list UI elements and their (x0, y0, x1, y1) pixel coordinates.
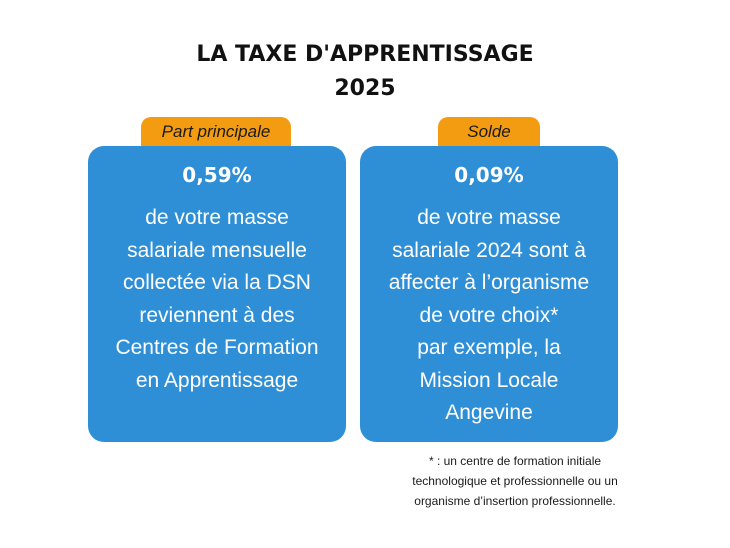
title-line-1: LA TAXE D'APPRENTISSAGE (196, 42, 534, 67)
title-line-2: 2025 (334, 76, 396, 101)
tab-part-principale: Part principale (141, 117, 291, 149)
card-line: en Apprentissage (135, 368, 299, 392)
card-percentage: 0,09% (454, 163, 524, 187)
card-description: de votre masse salariale mensuelle colle… (88, 202, 346, 397)
card-line: salariale 2024 sont à (392, 238, 586, 262)
card-solde: 0,09% de votre masse salariale 2024 sont… (360, 146, 618, 442)
card-line: par exemple, la (417, 336, 561, 359)
card-part-principale: 0,59% de votre masse salariale mensuelle… (88, 146, 346, 442)
tab-label: Part principale (161, 122, 271, 141)
card-line: de votre masse (145, 206, 289, 229)
tab-solde: Solde (438, 117, 540, 149)
footnote-line: * : un centre de formation initiale (428, 454, 602, 468)
footnote-line: technologique et professionnelle ou un (412, 474, 618, 488)
tab-label: Solde (467, 122, 511, 141)
card-percentage: 0,59% (182, 163, 252, 187)
card-line: Centres de Formation (115, 336, 319, 359)
footnote-line: organisme d’insertion professionnelle. (414, 494, 616, 508)
page-title: LA TAXE D'APPRENTISSAGE 2025 (0, 38, 730, 106)
card-description: de votre masse salariale 2024 sont à aff… (360, 202, 618, 430)
card-line: collectée via la DSN (123, 271, 311, 294)
card-line: de votre choix* (419, 303, 559, 327)
footnote: * : un centre de formation initiale tech… (360, 451, 670, 511)
card-line: affecter à l’organisme (388, 271, 590, 294)
card-line: salariale mensuelle (127, 238, 307, 262)
card-line: reviennent à des (139, 303, 295, 327)
card-line: Mission Locale (419, 368, 559, 392)
card-line: Angevine (445, 401, 533, 424)
card-line: de votre masse (417, 206, 561, 229)
